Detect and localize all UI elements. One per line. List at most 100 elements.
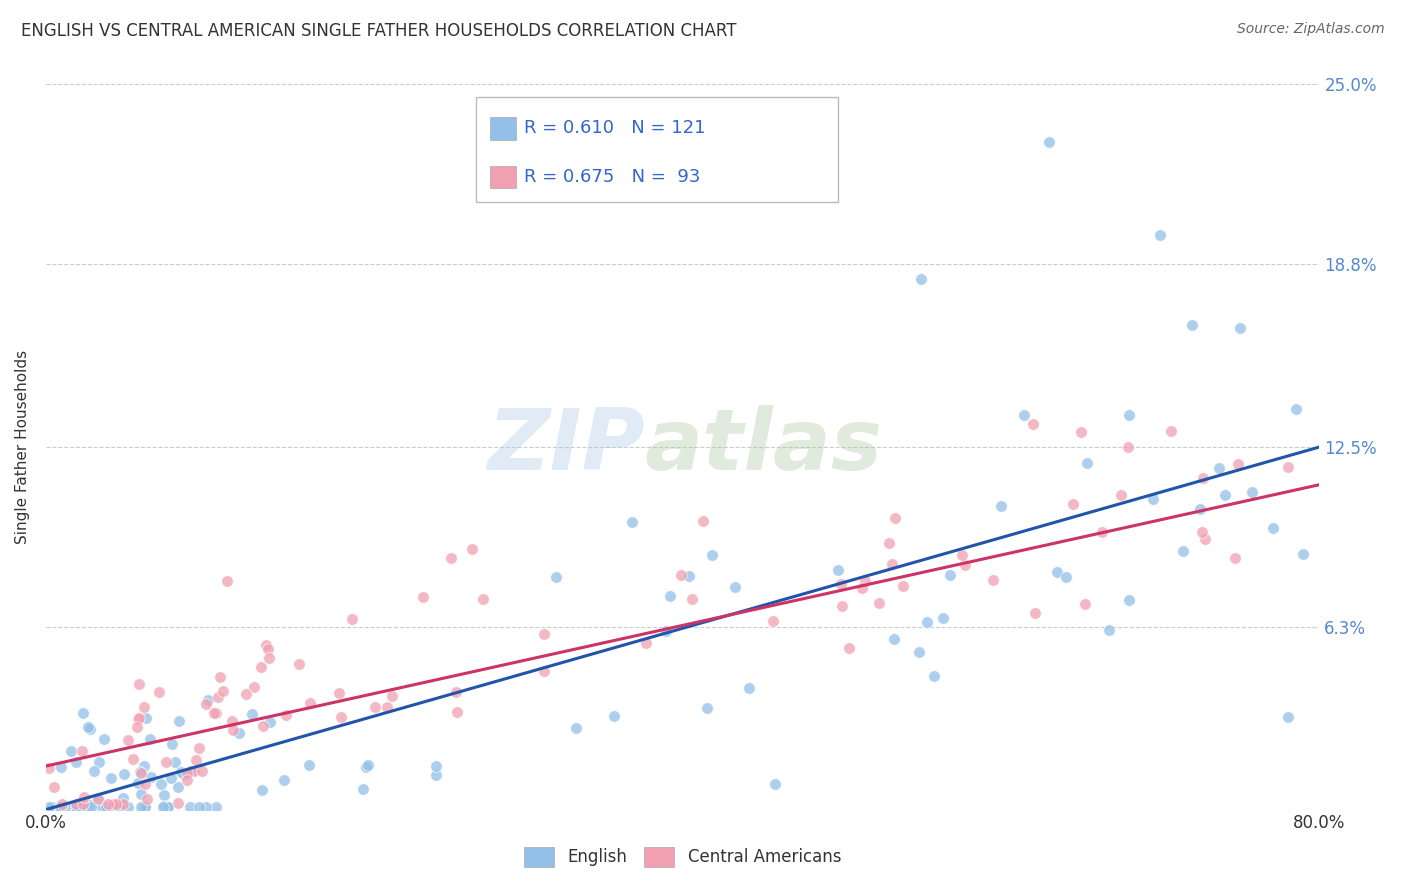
Point (195, 697, 218, 711)
Point (191, 764, 214, 778)
Point (1149, 228, 1171, 243)
Point (100, 799, 122, 814)
Point (176, 766, 198, 780)
Point (375, 700, 398, 714)
Point (139, 770, 162, 784)
Point (90, 799, 112, 814)
Point (167, 714, 190, 729)
Point (1012, 408, 1035, 422)
Point (257, 642, 280, 657)
Point (1070, 425, 1092, 440)
Point (1192, 471, 1215, 485)
Point (1223, 551, 1246, 566)
Point (354, 760, 377, 774)
Point (1098, 623, 1121, 637)
Point (1142, 491, 1164, 506)
Point (249, 660, 271, 674)
Point (152, 798, 174, 813)
Point (1191, 524, 1213, 539)
Point (259, 714, 281, 729)
Point (108, 799, 131, 814)
Point (69, 799, 91, 814)
Point (763, 777, 786, 791)
Point (163, 755, 186, 769)
Point (700, 548, 723, 562)
Point (880, 557, 903, 571)
Point (621, 516, 644, 530)
Point (173, 766, 195, 780)
Text: ZIP: ZIP (486, 406, 644, 489)
Point (60, 799, 83, 814)
Point (128, 710, 150, 724)
Point (134, 799, 156, 814)
Point (49, 799, 72, 814)
Point (72, 799, 94, 814)
Point (328, 686, 350, 700)
Point (170, 764, 193, 779)
Point (273, 773, 295, 788)
Point (356, 757, 378, 772)
Point (222, 723, 245, 738)
Point (950, 549, 973, 563)
Point (176, 772, 198, 787)
Point (939, 567, 962, 582)
Point (72, 797, 94, 811)
Point (180, 764, 202, 778)
Text: R = 0.675   N =  93: R = 0.675 N = 93 (524, 168, 700, 186)
Point (38, 761, 60, 775)
Point (472, 592, 495, 607)
Point (254, 638, 277, 652)
Point (669, 568, 692, 582)
Point (352, 782, 374, 797)
Point (1229, 321, 1251, 335)
Point (252, 782, 274, 797)
Point (96, 799, 118, 814)
Point (444, 685, 467, 699)
Point (148, 684, 170, 698)
Point (425, 759, 447, 773)
Point (1227, 457, 1250, 471)
Point (634, 636, 657, 650)
Point (127, 712, 149, 726)
Point (1118, 592, 1140, 607)
Point (51, 799, 73, 814)
Point (738, 681, 761, 696)
Point (1194, 533, 1216, 547)
Point (79, 798, 101, 813)
Point (194, 799, 217, 814)
Point (53, 799, 76, 814)
Point (160, 771, 183, 785)
Point (981, 573, 1004, 587)
Point (112, 766, 135, 780)
Legend: English, Central Americans: English, Central Americans (517, 840, 848, 874)
Point (65, 799, 87, 814)
Point (103, 799, 125, 814)
Point (160, 737, 183, 751)
Point (100, 799, 122, 814)
Point (1024, 606, 1046, 620)
Point (1118, 440, 1140, 454)
Point (425, 767, 447, 781)
Point (883, 632, 905, 646)
Point (80, 799, 103, 814)
Point (1076, 456, 1098, 470)
Point (167, 796, 190, 810)
Point (257, 651, 280, 665)
Point (1091, 524, 1114, 539)
Point (252, 719, 274, 733)
Point (91, 799, 114, 814)
Point (127, 720, 149, 734)
Point (96, 799, 118, 814)
Point (830, 576, 852, 591)
Point (446, 705, 468, 719)
Point (1261, 520, 1284, 534)
Point (853, 574, 876, 588)
Point (915, 615, 938, 629)
Point (235, 687, 257, 701)
Point (183, 764, 205, 778)
Point (884, 511, 907, 525)
Point (1240, 484, 1263, 499)
Point (122, 752, 145, 766)
Point (128, 676, 150, 690)
Point (204, 706, 226, 720)
